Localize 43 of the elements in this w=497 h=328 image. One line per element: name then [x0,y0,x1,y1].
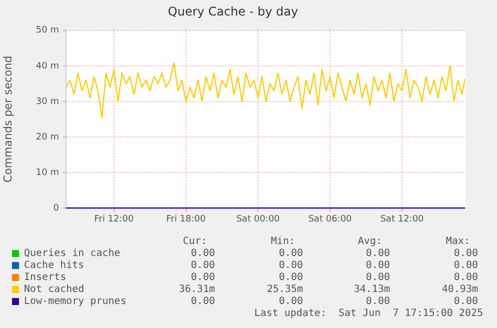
text: 0.00 [366,272,390,284]
text: Min: [270,236,295,248]
text: 25.35m [266,284,303,296]
text: 0.00 [278,272,303,284]
text: 0.00 [278,248,303,260]
text: 0.00 [454,260,478,272]
text: 0.00 [278,296,303,308]
text: 0.00 [366,260,390,272]
y-tick-label: 0 [53,203,60,214]
legend-label: Cache hits [24,260,84,271]
x-tick-label: Sat 00:00 [236,214,280,225]
legend-label: Not cached [24,284,84,295]
text: Last update: Sat Jun 7 17:15:00 2025 [254,308,483,320]
legend-label: Queries in cache [24,248,120,259]
y-tick-label: 10 m [36,168,59,178]
y-tick-label: 30 m [36,96,59,107]
text: 0.00 [454,296,478,308]
text: Avg: [358,236,382,248]
x-tick-label: Fri 12:00 [94,214,134,225]
y-tick-label: 40 m [36,61,59,72]
x-tick-label: Fri 18:00 [166,214,206,225]
x-tick-label: Sat 12:00 [380,214,424,225]
y-axis-title: Commands per second [1,56,14,183]
text: 0.00 [190,260,215,272]
text: 36.31m [178,284,215,296]
y-tick-label: 20 m [36,132,59,142]
text: 0.00 [366,248,390,260]
legend-label: Low-memory prunes [24,296,126,307]
text: Max: [446,236,470,248]
text: Cur: [182,236,207,248]
text: 0.00 [454,272,478,284]
text: 0.00 [278,260,303,272]
chart-title: Query Cache - by day [168,4,298,18]
text: 40.93m [442,284,478,296]
text: 0.00 [190,248,215,260]
text: 0.00 [366,296,390,308]
legend-label: Inserts [24,272,66,283]
text: 34.13m [354,284,390,296]
text: 0.00 [454,248,478,260]
y-tick-label: 50 m [36,26,59,36]
x-tick-label: Sat 06:00 [308,214,352,225]
text: 0.00 [190,272,215,284]
text: 0.00 [190,296,215,308]
